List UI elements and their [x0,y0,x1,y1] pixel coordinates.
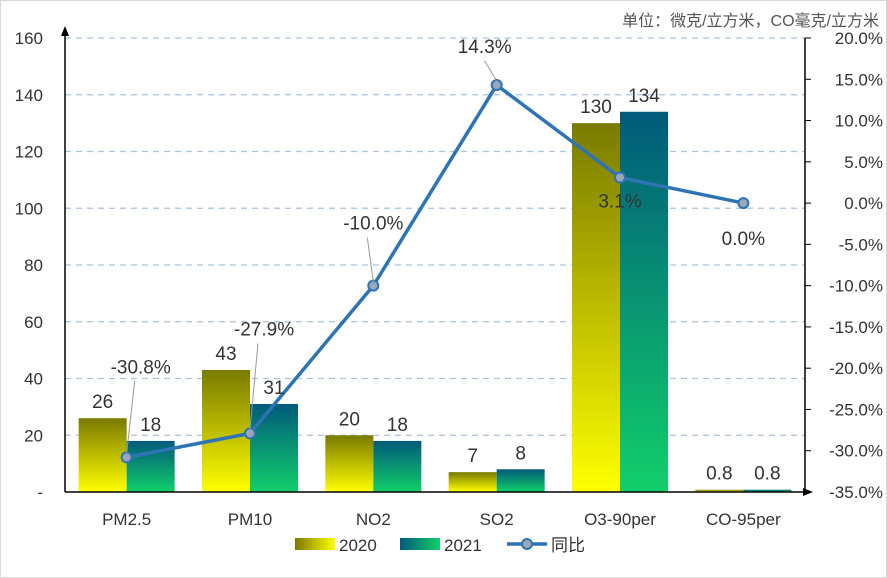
yoy-point [120,451,133,464]
bar-value-label: 20 [339,409,360,430]
yoy-value-label: 3.1% [598,192,641,213]
bar-value-label: 18 [387,415,408,436]
yoy-value-label: -10.0% [343,214,403,235]
bars [78,111,792,493]
left-tick-label: - [37,483,43,502]
yoy-point [367,279,380,292]
yoy-value-label: -27.9% [234,319,294,340]
left-tick-label: 120 [15,143,43,162]
left-tick-label: 100 [15,199,43,218]
right-tick-label: -25.0% [829,400,883,419]
right-tick-label: -5.0% [839,235,883,254]
bar-value-label: 134 [628,86,660,107]
right-tick-label: 0.0% [844,194,883,213]
right-tick-label: 15.0% [835,70,883,89]
legend-swatch-2021 [400,538,440,550]
left-tick-label: 40 [24,370,43,389]
label-leader [126,381,136,454]
bar-2021-O3-90per [620,111,668,493]
label-leader [484,60,498,82]
right-tick-label: -35.0% [829,483,883,502]
left-tick-label: 20 [24,426,43,445]
bar-value-label: 31 [263,378,284,399]
bar-2020-PM2.5 [78,418,127,492]
bar-2020-O3-90per [572,123,620,492]
bar-2020-NO2 [325,435,374,492]
legend: 2020 2021 同比 [295,536,585,555]
axes: - 20 40 60 80 100 120 140 160 -35.0% -30.0% -25.0% -… [15,26,883,529]
legend-swatch-2020 [295,538,335,550]
category-label: NO2 [356,510,391,529]
bar-2020-SO2 [448,472,497,492]
data-labels: 26 18 43 31 20 18 7 8 130 134 0.8 0.8 -30.8% -27.9% -1… [92,37,780,485]
right-tick-label: -30.0% [829,442,883,461]
bar-value-label: 130 [580,97,612,118]
unit-note: 单位：微克/立方米，CO毫克/立方米 [622,11,879,30]
left-tick-label: 60 [24,313,43,332]
yoy-point [244,427,256,440]
yoy-line [120,79,750,464]
bar-2020-CO-95per [695,489,744,492]
yoy-value-label: -30.8% [111,357,171,378]
right-tick-label: -20.0% [829,359,883,378]
right-tick-label: 10.0% [835,112,883,131]
gridlines [65,37,805,436]
bar-value-label: 7 [467,446,478,467]
legend-label-2020: 2020 [339,536,377,555]
bar-2020-PM10 [202,369,250,492]
legend-label-yoy: 同比 [551,536,585,555]
label-leader [366,237,374,282]
legend-label-2021: 2021 [444,536,482,555]
category-label: PM2.5 [102,510,151,529]
bar-value-label: 0.8 [706,464,732,485]
right-tick-label: -10.0% [829,277,883,296]
bar-value-label: 26 [92,392,113,413]
yoy-value-label: 0.0% [722,229,765,250]
bar-2021-SO2 [496,469,545,492]
bar-value-label: 18 [140,415,161,436]
bar-value-label: 0.8 [754,464,780,485]
left-tick-label: 140 [15,86,43,105]
yoy-line-path [126,83,744,460]
left-tick-label: 160 [15,29,43,48]
right-tick-label: -15.0% [829,318,883,337]
right-tick-label: 5.0% [844,153,883,172]
right-tick-label: 20.0% [835,29,883,48]
bar-value-label: 43 [215,344,236,365]
label-leader [249,343,259,430]
yoy-value-label: 14.3% [458,37,512,58]
bar-2021-PM10 [250,404,298,492]
yoy-point [614,171,626,184]
left-tick-label: 80 [24,256,43,275]
legend-marker-yoy [521,538,533,550]
bar-value-label: 8 [515,443,526,464]
category-label: PM10 [228,510,272,529]
bar-2021-NO2 [373,440,422,492]
left-axis-arrow [61,26,69,36]
bar-2021-CO-95per [743,489,792,492]
yoy-point [737,197,750,210]
yoy-point [490,79,503,92]
category-label: O3-90per [584,510,656,529]
category-label: CO-95per [706,510,781,529]
category-label: SO2 [480,510,514,529]
